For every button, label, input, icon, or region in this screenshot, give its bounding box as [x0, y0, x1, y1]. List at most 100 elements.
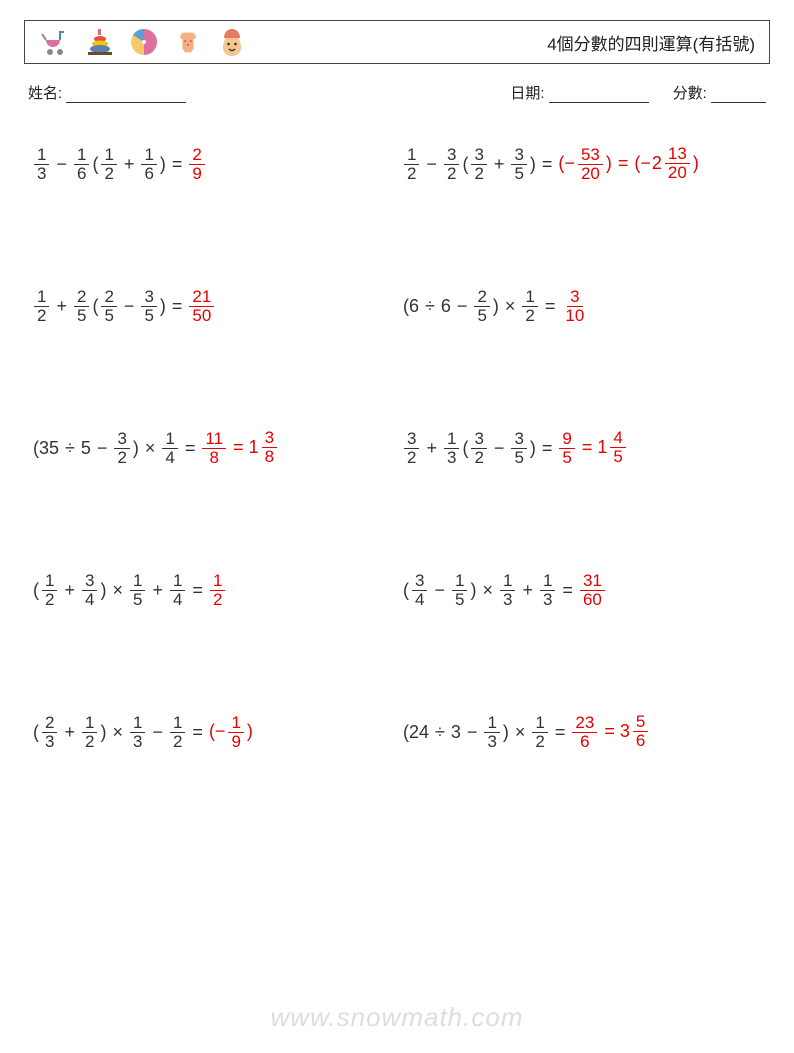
text-token: ): [160, 154, 166, 175]
problem-7: (12+34)×15+14=12: [32, 565, 392, 615]
fraction: 5320: [578, 146, 603, 183]
fraction: 13: [484, 714, 499, 751]
answer: 95=145: [557, 429, 627, 466]
fraction: 56: [633, 713, 648, 750]
text-token: (6: [403, 296, 419, 317]
operator: +: [56, 296, 67, 317]
fraction: 12: [532, 714, 547, 751]
operator: +: [124, 154, 135, 175]
text-token: (: [33, 580, 39, 601]
operator: +: [64, 580, 75, 601]
text-token: ): [100, 722, 106, 743]
text-token: (−: [558, 153, 575, 173]
fraction: 13: [130, 714, 145, 751]
answer: (−5320)=(−21320): [557, 145, 699, 182]
text-token: ): [693, 153, 699, 173]
answer: 12: [208, 572, 227, 609]
fraction: 19: [228, 714, 243, 751]
beach-ball-icon: [127, 25, 161, 59]
operator: =: [233, 437, 244, 457]
text-token: 3: [451, 722, 461, 743]
operator: +: [64, 722, 75, 743]
operator: =: [172, 154, 183, 175]
operator: ÷: [65, 438, 75, 459]
stroller-icon: [39, 25, 73, 59]
text-token: ): [493, 296, 499, 317]
date-blank[interactable]: [549, 89, 649, 103]
problem-3: 12+25(25−35)=2150: [32, 281, 392, 331]
fraction: 118: [202, 430, 226, 467]
operator: =: [555, 722, 566, 743]
fraction: 38: [262, 429, 277, 466]
fraction: 16: [74, 146, 89, 183]
fraction: 13: [34, 146, 49, 183]
fraction: 2150: [189, 288, 214, 325]
mixed-number: 145: [597, 429, 627, 466]
name-blank[interactable]: [66, 89, 186, 103]
text-token: 6: [441, 296, 451, 317]
fraction: 32: [404, 430, 419, 467]
text-token: (: [92, 154, 98, 175]
problem-8: (34−15)×13+13=3160: [402, 565, 762, 615]
answer: 310: [560, 288, 589, 325]
fraction: 32: [444, 146, 459, 183]
watermark: www.snowmath.com: [271, 1002, 524, 1033]
text-token: (: [92, 296, 98, 317]
fraction: 1320: [665, 145, 690, 182]
problem-2: 12−32(32+35)=(−5320)=(−21320): [402, 139, 762, 189]
fraction: 14: [162, 430, 177, 467]
mixed-number: 138: [249, 429, 279, 466]
problem-1: 13−16(12+16)=29: [32, 139, 392, 189]
text-token: ): [606, 153, 612, 173]
fraction: 95: [559, 430, 574, 467]
problems-grid: 13−16(12+16)=2912−32(32+35)=(−5320)=(−21…: [24, 111, 770, 767]
operator: ×: [112, 580, 123, 601]
fraction: 13: [540, 572, 555, 609]
worksheet-page: 4個分數的四則運算(有括號) 姓名: 日期: 分數: 13−16(12+16)=…: [0, 0, 794, 787]
text-token: ): [503, 722, 509, 743]
operator: −: [426, 154, 437, 175]
mixed-number: 21320: [652, 145, 692, 182]
answer: 236=356: [570, 713, 650, 750]
operator: ×: [482, 580, 493, 601]
text-token: ): [530, 438, 536, 459]
operator: −: [56, 154, 67, 175]
answer: 29: [187, 146, 206, 183]
fraction: 25: [101, 288, 116, 325]
fraction: 3160: [580, 572, 605, 609]
answer: 3160: [578, 572, 607, 609]
fraction: 12: [42, 572, 57, 609]
operator: −: [97, 438, 108, 459]
operator: =: [192, 722, 203, 743]
fraction: 29: [189, 146, 204, 183]
fraction: 32: [471, 430, 486, 467]
problem-9: (23+12)×13−12=(−19): [32, 707, 392, 757]
header-icons: [39, 25, 249, 59]
fraction: 12: [170, 714, 185, 751]
operator: −: [124, 296, 135, 317]
problem-6: 32+13(32−35)=95=145: [402, 423, 762, 473]
operator: +: [522, 580, 533, 601]
fraction: 32: [471, 146, 486, 183]
fraction: 34: [412, 572, 427, 609]
operator: ×: [145, 438, 156, 459]
problem-5: (35÷5−32)×14=118=138: [32, 423, 392, 473]
operator: =: [542, 154, 553, 175]
text-token: ): [247, 721, 253, 741]
operator: −: [434, 580, 445, 601]
fraction: 12: [34, 288, 49, 325]
name-field: 姓名:: [28, 82, 510, 103]
problem-10: (24÷3−13)×12=236=356: [402, 707, 762, 757]
fraction: 13: [500, 572, 515, 609]
operator: +: [152, 580, 163, 601]
score-blank[interactable]: [711, 89, 766, 103]
fraction: 25: [74, 288, 89, 325]
name-label: 姓名:: [28, 85, 62, 102]
text-token: ): [133, 438, 139, 459]
text-token: ): [100, 580, 106, 601]
operator: ×: [515, 722, 526, 743]
fraction: 14: [170, 572, 185, 609]
operator: −: [467, 722, 478, 743]
answer: 2150: [187, 288, 216, 325]
operator: ÷: [435, 722, 445, 743]
